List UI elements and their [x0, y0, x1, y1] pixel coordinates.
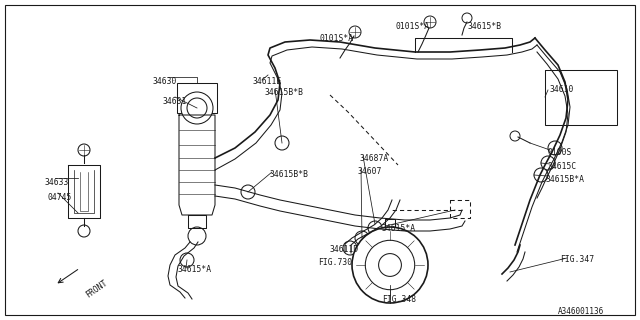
Text: 34611D: 34611D	[330, 245, 359, 254]
Circle shape	[541, 156, 555, 170]
Circle shape	[368, 221, 382, 235]
Text: 34630: 34630	[153, 77, 177, 86]
Text: 0101S*A: 0101S*A	[320, 34, 354, 43]
Circle shape	[187, 98, 207, 118]
Bar	[177, 83, 217, 113]
Text: 0101S*A: 0101S*A	[395, 22, 429, 31]
Circle shape	[275, 136, 289, 150]
Circle shape	[355, 231, 369, 245]
Text: FIG.730: FIG.730	[318, 258, 352, 267]
Circle shape	[365, 240, 415, 290]
Text: 34610: 34610	[550, 85, 574, 94]
Text: 34633: 34633	[45, 178, 69, 187]
Text: 34615C: 34615C	[548, 162, 577, 171]
Circle shape	[343, 241, 357, 255]
Text: 34615B*B: 34615B*B	[270, 170, 309, 179]
Text: 34611E: 34611E	[253, 77, 282, 86]
Text: 04745: 04745	[48, 193, 72, 202]
Circle shape	[379, 253, 401, 276]
Circle shape	[424, 16, 436, 28]
Circle shape	[352, 227, 428, 303]
Text: FIG.347: FIG.347	[560, 255, 594, 264]
Text: 34615B*A: 34615B*A	[546, 175, 585, 184]
Text: A346001136: A346001136	[558, 307, 604, 316]
Circle shape	[181, 92, 213, 124]
Circle shape	[78, 144, 90, 156]
Circle shape	[349, 26, 361, 38]
Text: 34615*A: 34615*A	[382, 224, 416, 233]
Circle shape	[548, 141, 562, 155]
Circle shape	[180, 253, 194, 267]
Text: FRONT: FRONT	[84, 278, 109, 299]
Text: 34687A: 34687A	[360, 154, 389, 163]
Bar	[545, 70, 617, 125]
Circle shape	[462, 13, 472, 23]
Text: 0100S: 0100S	[548, 148, 572, 157]
Circle shape	[510, 131, 520, 141]
Circle shape	[188, 227, 206, 245]
Text: 34631: 34631	[163, 97, 188, 106]
Circle shape	[534, 168, 548, 182]
Text: 34615B*B: 34615B*B	[265, 88, 304, 97]
Text: 34615*A: 34615*A	[178, 265, 212, 274]
Text: 34615*B: 34615*B	[468, 22, 502, 31]
Text: FIG.348: FIG.348	[382, 295, 416, 304]
Circle shape	[78, 225, 90, 237]
Text: 34607: 34607	[358, 167, 382, 176]
Circle shape	[241, 185, 255, 199]
